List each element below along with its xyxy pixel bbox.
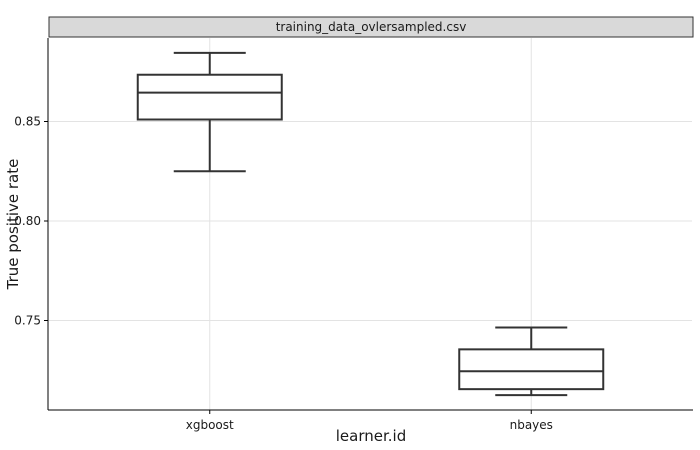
box-nbayes [458, 348, 605, 391]
y-tick-label: 0.75 [14, 314, 41, 328]
facet-strip [48, 16, 694, 38]
x-tick-label: xgboost [186, 418, 234, 432]
y-tick-label: 0.85 [14, 115, 41, 129]
box-xgboost [136, 73, 283, 121]
facet-title: training_data_ovlersampled.csv [276, 20, 467, 34]
axis-ticks: 0.75 0.80 0.85 xgboost nbayes [14, 115, 553, 433]
x-tick-label: nbayes [510, 418, 553, 432]
box-layer [136, 51, 605, 397]
x-axis-title: learner.id [336, 427, 406, 445]
y-axis-title: True positive rate [4, 159, 22, 291]
y-tick-label: 0.80 [14, 214, 41, 228]
